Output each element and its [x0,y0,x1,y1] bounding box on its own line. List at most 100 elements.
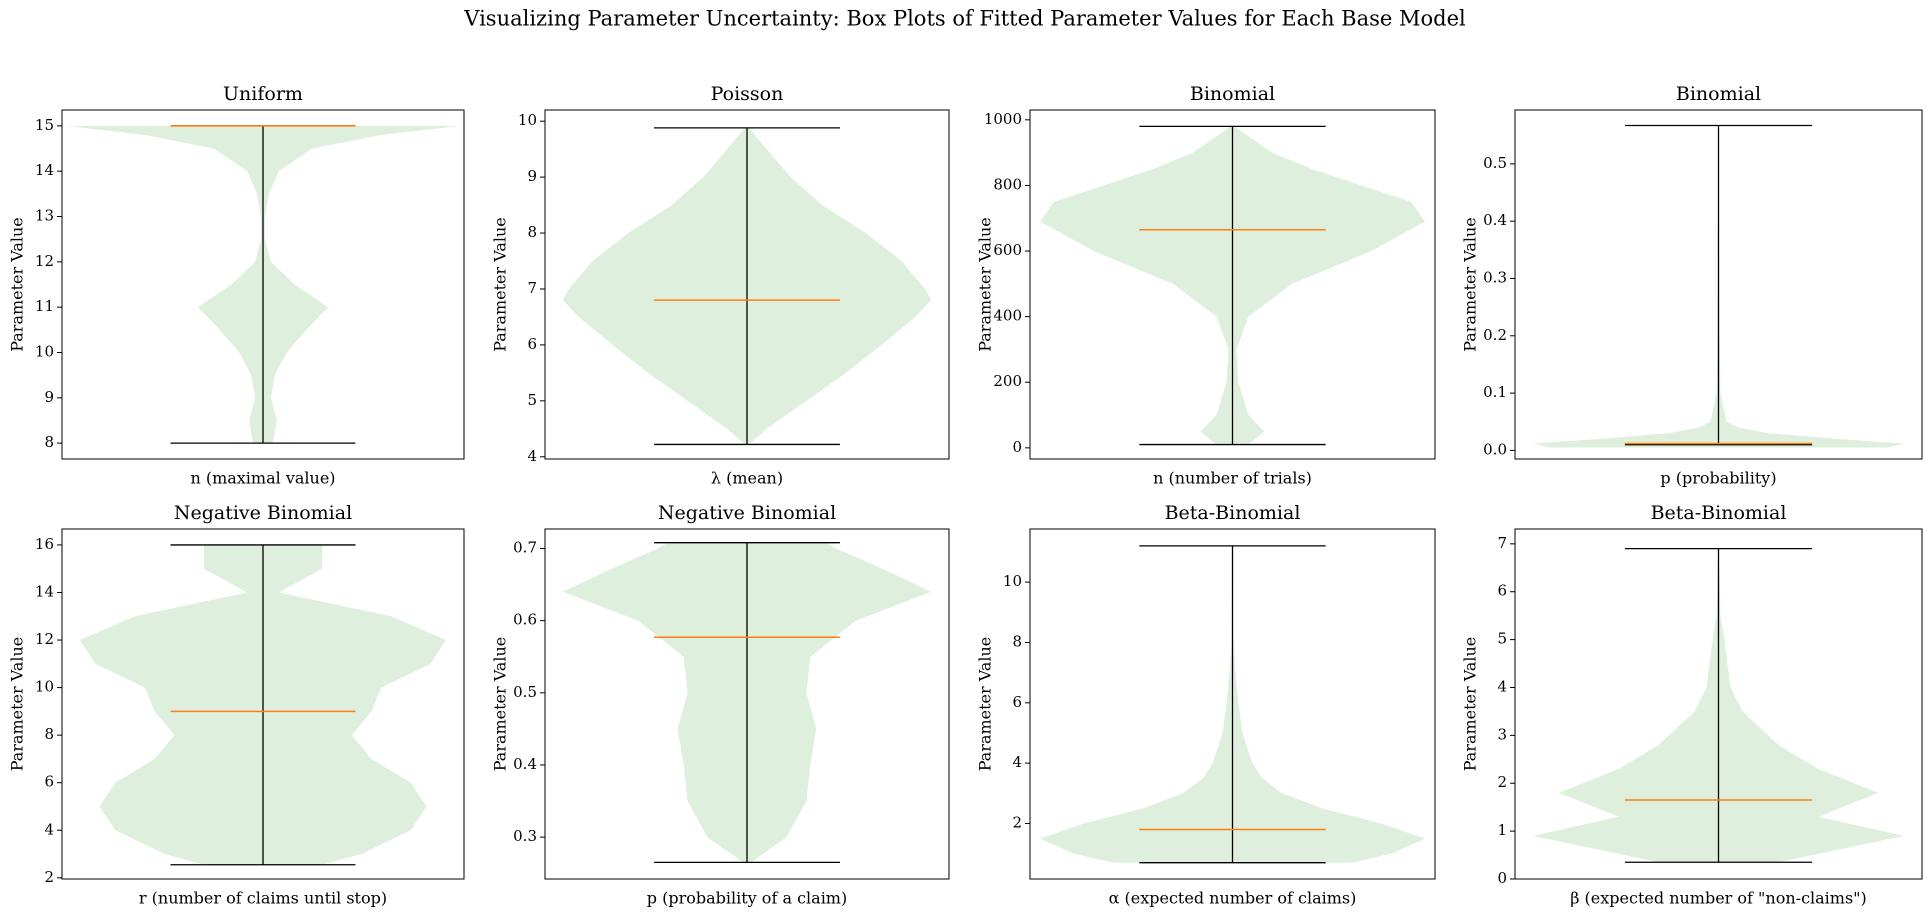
subplot: 0 1 2 3 4 5 6 7 Beta-Binomial β (expected number … [1461,502,1923,908]
subplot: 4 5 6 7 8 9 10 Poisson λ (mean) Parameter Value [491,83,950,488]
subplot: 8 9 10 11 12 13 14 15 Uniform n (maximal value) Pa… [8,83,465,488]
y-tick-label: 7 [527,279,537,297]
violin-half [562,127,747,445]
y-tick-label: 8 [44,725,54,743]
axes-frame [1514,528,1923,880]
x-axis-label: n (number of trials) [1153,469,1312,488]
y-tick-label: 7 [1497,534,1507,552]
violin-half [747,127,932,445]
y-tick-label: 10 [35,342,54,360]
y-tick-label: 2 [1497,773,1507,791]
y-tick-label: 4 [1012,753,1022,771]
figure-title: Visualizing Parameter Uncertainty: Box P… [463,7,1466,31]
y-axis-label: Parameter Value [976,217,995,352]
subplot-title: Uniform [223,83,303,105]
y-axis-label: Parameter Value [8,217,27,352]
axes-frame [544,528,950,880]
subplot: 0.0 0.1 0.2 0.3 0.4 0.5 Binomial p (probability… [1461,83,1923,488]
subplot-title: Beta-Binomial [1165,502,1301,524]
y-tick-label: 4 [44,820,54,838]
violin-half [562,542,747,863]
y-tick-label: 16 [35,535,54,553]
y-axis-label: Parameter Value [491,637,510,772]
subplot-title: Negative Binomial [658,502,836,524]
y-tick-label: 0.5 [513,683,537,701]
y-tick-label: 6 [1012,693,1022,711]
violin-half [1232,126,1425,445]
y-tick-label: 0.5 [1483,154,1507,172]
y-tick-label: 8 [527,223,537,241]
y-tick-label: 4 [527,447,537,465]
y-tick-label: 9 [44,388,54,406]
axes-frame [1029,109,1436,460]
y-tick-label: 15 [35,116,54,134]
y-tick-label: 6 [1497,582,1507,600]
subplot-title: Binomial [1190,83,1275,105]
subplot-title: Poisson [711,83,784,105]
axes-frame [1514,109,1923,460]
y-tick-label: 12 [35,630,54,648]
subplot: 0 200 400 600 800 1000 Binomial n (number of tr… [976,83,1436,488]
y-tick-label: 10 [1003,572,1022,590]
y-tick-label: 10 [35,678,54,696]
x-axis-label: n (maximal value) [190,469,335,488]
violin-half [263,544,447,865]
y-tick-label: 9 [527,167,537,185]
subplot: 0.3 0.4 0.5 0.6 0.7 Negative Binomial p (proba… [491,502,950,908]
axes-frame [61,109,465,460]
y-tick-label: 3 [1497,725,1507,743]
subplot: 2 4 6 8 10 12 14 16 Negative Binomial r (number o… [8,502,465,908]
violin-half [1232,545,1425,863]
y-tick-label: 8 [44,433,54,451]
y-tick-label: 0 [1497,869,1507,887]
y-tick-label: 5 [527,391,537,409]
x-axis-label: p (probability of a claim) [647,889,847,908]
y-tick-label: 0.7 [513,538,537,556]
subplot: 2 4 6 8 10 Beta-Binomial α (expected number of… [976,502,1436,908]
y-axis-label: Parameter Value [976,637,995,772]
y-tick-label: 14 [35,582,54,600]
y-tick-label: 2 [44,868,54,886]
y-tick-label: 10 [518,111,537,129]
y-tick-label: 0.3 [1483,268,1507,286]
subplot-title: Beta-Binomial [1651,502,1787,524]
violin-half [1533,125,1719,448]
x-axis-label: r (number of claims until stop) [139,889,387,908]
y-tick-label: 0.2 [1483,326,1507,344]
violin-half [747,542,932,863]
y-tick-label: 800 [993,175,1022,193]
axes-frame [1029,528,1436,880]
y-tick-label: 0.4 [513,755,537,773]
subplot-title: Binomial [1676,83,1761,105]
axes-frame [544,109,950,460]
y-tick-label: 0.3 [513,827,537,845]
axes-frame [61,528,465,880]
y-axis-label: Parameter Value [8,637,27,772]
violin-half [1533,548,1719,863]
x-axis-label: α (expected number of claims) [1109,889,1357,908]
y-axis-label: Parameter Value [1461,217,1480,352]
violin-half [66,125,264,444]
y-tick-label: 5 [1497,630,1507,648]
y-tick-label: 0 [1012,438,1022,456]
violin-half [1718,125,1904,448]
y-axis-label: Parameter Value [1461,637,1480,772]
y-tick-label: 6 [44,773,54,791]
x-axis-label: β (expected number of "non-claims") [1570,889,1867,908]
violin-half [263,125,460,444]
y-tick-label: 12 [35,252,54,270]
violin-half [79,544,264,865]
y-tick-label: 4 [1497,677,1507,695]
y-tick-label: 1000 [984,110,1022,128]
subplot-title: Negative Binomial [174,502,352,524]
y-tick-label: 0.0 [1483,440,1507,458]
y-tick-label: 400 [993,307,1022,325]
y-tick-label: 0.6 [513,611,537,629]
violin-half [1040,126,1233,445]
y-tick-label: 8 [1012,632,1022,650]
x-axis-label: p (probability) [1660,469,1776,488]
y-axis-label: Parameter Value [491,217,510,352]
y-tick-label: 2 [1012,813,1022,831]
